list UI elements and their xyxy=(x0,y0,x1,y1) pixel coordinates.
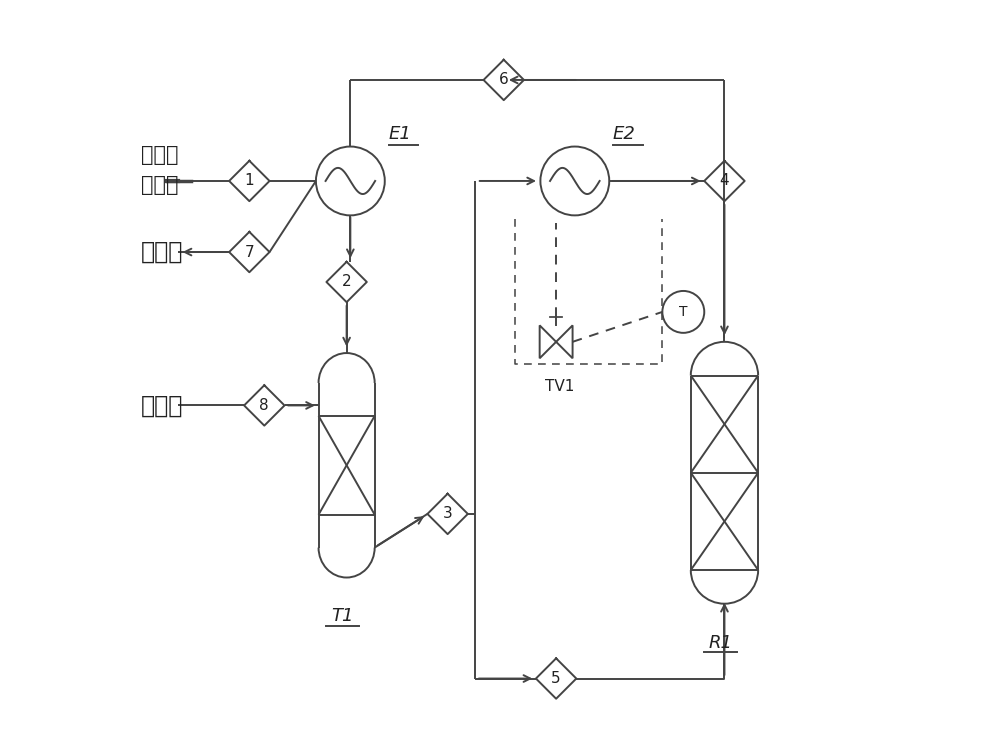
Circle shape xyxy=(316,146,385,216)
Text: TV1: TV1 xyxy=(545,379,575,394)
Text: R1: R1 xyxy=(709,634,733,652)
Circle shape xyxy=(540,146,609,216)
Circle shape xyxy=(662,291,704,333)
Text: 7: 7 xyxy=(245,245,254,260)
Text: 5: 5 xyxy=(551,671,561,686)
Text: 粗产品: 粗产品 xyxy=(141,240,183,264)
Text: 8: 8 xyxy=(259,398,269,413)
Text: 3: 3 xyxy=(443,506,452,521)
Text: 1: 1 xyxy=(245,173,254,189)
Text: 合气体: 合气体 xyxy=(141,175,178,195)
Text: T: T xyxy=(679,305,688,319)
Text: 草酸酯: 草酸酯 xyxy=(141,394,183,418)
Text: E1: E1 xyxy=(389,125,411,143)
Text: 6: 6 xyxy=(499,72,509,87)
Text: E2: E2 xyxy=(613,125,636,143)
Text: 4: 4 xyxy=(720,173,729,189)
Text: 2: 2 xyxy=(342,274,351,289)
Text: T1: T1 xyxy=(332,608,354,626)
Text: 氢气混: 氢气混 xyxy=(141,145,178,164)
